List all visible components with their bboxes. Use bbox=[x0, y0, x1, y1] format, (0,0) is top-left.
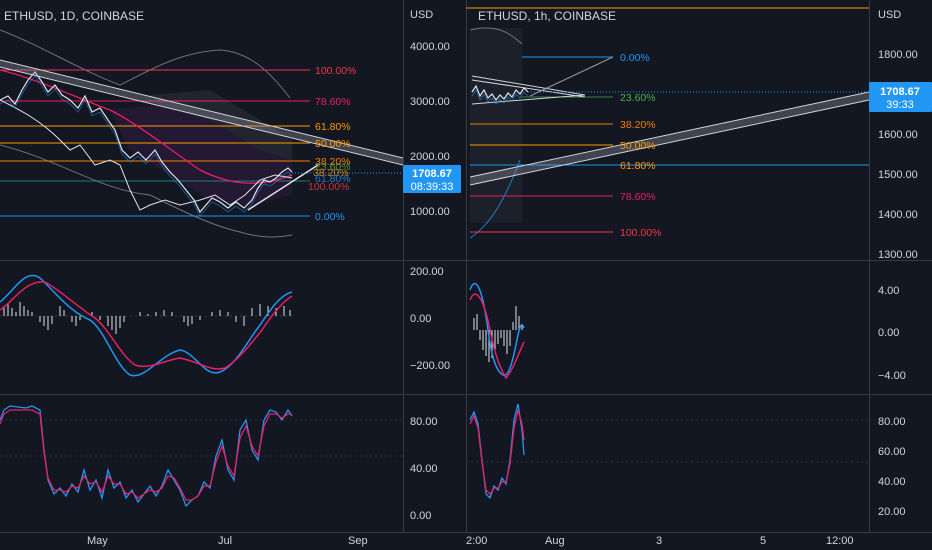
right-signal-line bbox=[469, 293, 525, 380]
right-price-axis[interactable]: USD 1800.00 1600.00 1500.00 1400.00 1300… bbox=[878, 9, 918, 261]
svg-text:1500.00: 1500.00 bbox=[878, 169, 918, 181]
left-macd-axis[interactable]: 200.00 0.00 −200.00 bbox=[410, 266, 450, 372]
stoch-d bbox=[0, 409, 292, 501]
svg-text:60.00: 60.00 bbox=[878, 446, 906, 458]
right-price-line bbox=[471, 84, 529, 102]
svg-text:1600.00: 1600.00 bbox=[878, 129, 918, 141]
left-price-axis[interactable]: USD 4000.00 3000.00 2000.00 1000.00 bbox=[410, 9, 450, 218]
svg-text:May: May bbox=[87, 535, 108, 547]
svg-text:20.00: 20.00 bbox=[878, 506, 906, 518]
svg-text:1708.67: 1708.67 bbox=[412, 168, 452, 180]
right-time-axis[interactable]: 2:00 Aug 3 5 12:00 bbox=[466, 535, 854, 547]
left-trend-channel[interactable] bbox=[0, 59, 403, 166]
ichimoku-cloud bbox=[110, 105, 292, 205]
right-fib-lines bbox=[470, 56, 869, 233]
svg-text:4.00: 4.00 bbox=[878, 285, 899, 297]
svg-text:40.00: 40.00 bbox=[410, 463, 438, 475]
svg-text:61.80%: 61.80% bbox=[315, 121, 351, 133]
svg-text:1000.00: 1000.00 bbox=[410, 206, 450, 218]
svg-text:Jul: Jul bbox=[218, 535, 232, 547]
right-fib-labels: 0.00% 23.60% 38.20% 50.00% 61.80% 78.60%… bbox=[620, 52, 661, 239]
left-last-price-badge: 1708.67 08:39:33 bbox=[403, 165, 461, 193]
ma-white bbox=[0, 99, 293, 211]
left-stoch-pane[interactable] bbox=[0, 405, 293, 508]
svg-text:0.00%: 0.00% bbox=[620, 52, 650, 64]
signal-line bbox=[0, 281, 293, 370]
right-macd-histogram bbox=[473, 306, 523, 362]
panel-frames bbox=[0, 0, 932, 533]
svg-text:78.60%: 78.60% bbox=[620, 191, 656, 203]
svg-text:100.00%: 100.00% bbox=[308, 181, 349, 193]
svg-text:08:39:33: 08:39:33 bbox=[411, 181, 454, 193]
svg-text:Sep: Sep bbox=[348, 535, 368, 547]
svg-text:50.00%: 50.00% bbox=[620, 140, 656, 152]
right-chart-title: ETHUSD, 1h, COINBASE bbox=[478, 9, 616, 23]
right-wedge[interactable] bbox=[471, 56, 614, 105]
right-stoch-axis[interactable]: 80.00 60.00 40.00 20.00 bbox=[878, 416, 906, 518]
svg-text:200.00: 200.00 bbox=[410, 266, 444, 278]
svg-text:80.00: 80.00 bbox=[410, 416, 438, 428]
svg-text:0.00: 0.00 bbox=[878, 327, 899, 339]
left-fib-labels: 100.00% 78.60% 61.80% 50.00% 38.20% 23.6… bbox=[308, 65, 356, 223]
svg-text:100.00%: 100.00% bbox=[315, 65, 356, 77]
svg-text:2:00: 2:00 bbox=[466, 535, 487, 547]
svg-text:3: 3 bbox=[656, 535, 662, 547]
svg-text:3000.00: 3000.00 bbox=[410, 96, 450, 108]
svg-text:40.00: 40.00 bbox=[878, 476, 906, 488]
svg-text:38.20%: 38.20% bbox=[620, 119, 656, 131]
svg-text:38.20%: 38.20% bbox=[313, 167, 349, 179]
right-trend-channel[interactable] bbox=[469, 91, 870, 186]
svg-text:0.00%: 0.00% bbox=[315, 211, 345, 223]
svg-text:61.80%: 61.80% bbox=[315, 173, 351, 185]
svg-text:38.20%: 38.20% bbox=[315, 156, 351, 168]
svg-text:Aug: Aug bbox=[545, 535, 565, 547]
svg-text:0.00: 0.00 bbox=[410, 510, 431, 522]
ma-red bbox=[0, 69, 293, 184]
svg-text:78.60%: 78.60% bbox=[315, 96, 351, 108]
svg-text:23.60%: 23.60% bbox=[315, 161, 351, 173]
svg-text:USD: USD bbox=[878, 9, 901, 21]
right-stoch-pane[interactable] bbox=[469, 403, 525, 500]
right-macd-line bbox=[469, 282, 525, 376]
svg-text:0.00: 0.00 bbox=[410, 313, 431, 325]
bollinger-lower bbox=[0, 144, 293, 238]
svg-text:1800.00: 1800.00 bbox=[878, 49, 918, 61]
svg-text:12:00: 12:00 bbox=[826, 535, 854, 547]
svg-text:2000.00: 2000.00 bbox=[410, 151, 450, 163]
svg-text:1708.67: 1708.67 bbox=[880, 86, 920, 98]
svg-text:5: 5 bbox=[760, 535, 766, 547]
left-price-pane[interactable] bbox=[0, 29, 403, 238]
svg-text:39:33: 39:33 bbox=[886, 99, 914, 111]
svg-text:50.00%: 50.00% bbox=[315, 138, 351, 150]
right-stoch-d bbox=[469, 409, 525, 496]
left-macd-pane[interactable] bbox=[0, 274, 293, 377]
macd-histogram bbox=[3, 302, 291, 334]
svg-text:80.00: 80.00 bbox=[878, 416, 906, 428]
right-last-price-badge: 1708.67 39:33 bbox=[869, 82, 932, 112]
right-macd-pane[interactable] bbox=[469, 282, 525, 380]
macd-line bbox=[0, 274, 293, 377]
svg-text:4000.00: 4000.00 bbox=[410, 41, 450, 53]
left-stoch-axis[interactable]: 80.00 40.00 0.00 bbox=[410, 416, 438, 522]
left-time-axis[interactable]: May Jul Sep bbox=[87, 535, 368, 547]
svg-text:61.80%: 61.80% bbox=[620, 160, 656, 172]
svg-text:−4.00: −4.00 bbox=[878, 370, 906, 382]
svg-text:100.00%: 100.00% bbox=[620, 227, 661, 239]
svg-text:USD: USD bbox=[410, 9, 433, 21]
oscillator-grid bbox=[0, 419, 869, 463]
svg-text:1400.00: 1400.00 bbox=[878, 209, 918, 221]
svg-text:−200.00: −200.00 bbox=[410, 360, 450, 372]
svg-text:1300.00: 1300.00 bbox=[878, 249, 918, 261]
right-macd-axis[interactable]: 4.00 0.00 −4.00 bbox=[878, 285, 906, 382]
uptrend-line[interactable] bbox=[247, 164, 319, 211]
price-line bbox=[0, 71, 293, 214]
svg-text:23.60%: 23.60% bbox=[620, 92, 656, 104]
left-chart-title: ETHUSD, 1D, COINBASE bbox=[4, 9, 144, 23]
bollinger-upper bbox=[0, 29, 291, 99]
stoch-k bbox=[0, 405, 293, 508]
right-price-pane[interactable] bbox=[466, 7, 870, 239]
